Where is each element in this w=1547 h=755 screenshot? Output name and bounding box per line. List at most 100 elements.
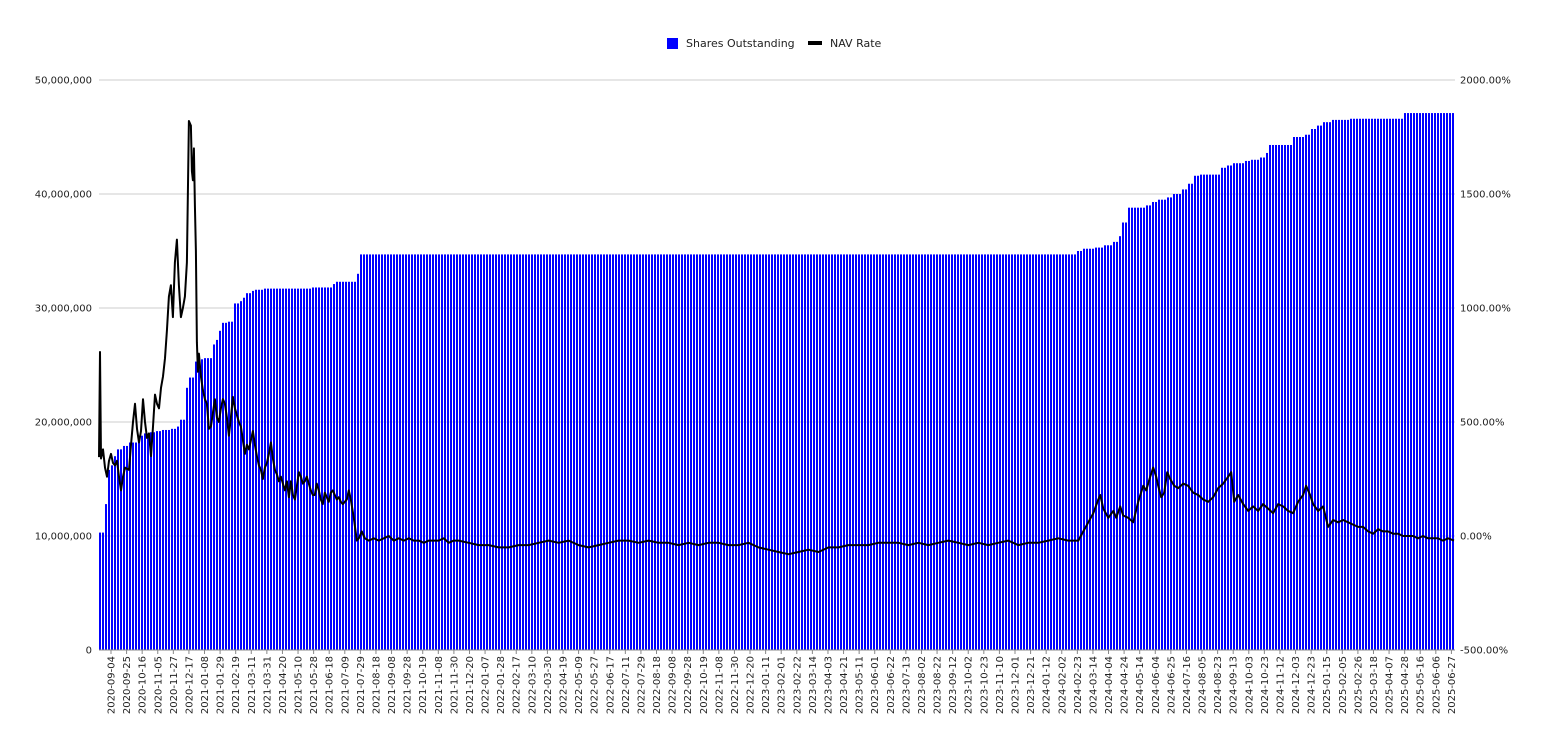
shares-bar xyxy=(753,254,755,651)
shares-bar xyxy=(801,254,803,651)
right-axis-tick-label: -500.00% xyxy=(1460,646,1508,657)
shares-bar xyxy=(426,254,428,651)
shares-bar xyxy=(156,431,158,650)
shares-bar xyxy=(471,254,473,651)
shares-bar xyxy=(303,288,305,650)
shares-bar xyxy=(615,254,617,651)
shares-bar xyxy=(717,254,719,651)
shares-bar xyxy=(1422,113,1424,650)
shares-bar xyxy=(126,445,128,650)
shares-bar xyxy=(1209,174,1211,650)
shares-bar xyxy=(1026,254,1028,651)
shares-bar xyxy=(1446,113,1448,650)
shares-bar xyxy=(489,254,491,651)
shares-bar xyxy=(1356,118,1358,650)
shares-bar xyxy=(1371,118,1373,650)
shares-bar xyxy=(924,254,926,651)
shares-bar xyxy=(1002,254,1004,651)
shares-bar xyxy=(336,281,338,650)
shares-bar xyxy=(114,456,116,650)
left-axis-tick-label: 50,000,000 xyxy=(35,76,92,87)
shares-bar xyxy=(294,288,296,650)
shares-bar xyxy=(165,429,167,650)
shares-bar xyxy=(108,469,110,650)
shares-bar xyxy=(693,254,695,651)
shares-bar xyxy=(981,254,983,651)
shares-bar xyxy=(891,254,893,651)
shares-bar xyxy=(123,445,125,650)
shares-bar xyxy=(237,303,239,650)
shares-bar xyxy=(1347,119,1349,650)
shares-bar xyxy=(1251,159,1253,651)
shares-bar xyxy=(987,254,989,651)
shares-bar xyxy=(393,254,395,651)
shares-bar xyxy=(324,287,326,650)
shares-bar xyxy=(813,254,815,651)
shares-bars xyxy=(99,113,1454,651)
shares-bar xyxy=(327,287,329,650)
x-axis-tick-label: 2022-10-19 xyxy=(699,656,710,714)
shares-bar xyxy=(432,254,434,651)
shares-bar xyxy=(1221,167,1223,650)
shares-bar xyxy=(531,254,533,651)
shares-bar xyxy=(1389,118,1391,650)
shares-bar xyxy=(675,254,677,651)
shares-bar xyxy=(546,254,548,651)
shares-bar xyxy=(1011,254,1013,651)
shares-bar xyxy=(138,435,140,650)
shares-bar xyxy=(1404,113,1406,650)
shares-bar xyxy=(1296,137,1298,650)
x-axis-tick-label: 2024-12-03 xyxy=(1291,656,1302,714)
shares-bar xyxy=(894,254,896,651)
shares-bar xyxy=(207,358,209,650)
shares-bar xyxy=(714,254,716,651)
shares-bar xyxy=(690,254,692,651)
shares-bar xyxy=(540,254,542,651)
shares-bar xyxy=(864,254,866,651)
x-axis-tick-label: 2020-09-04 xyxy=(107,656,118,714)
x-axis-tick-label: 2021-07-29 xyxy=(356,656,367,714)
shares-bar xyxy=(555,254,557,651)
shares-bar xyxy=(870,254,872,651)
x-axis-tick-label: 2023-06-01 xyxy=(870,656,881,714)
shares-bar xyxy=(1176,194,1178,650)
shares-bar xyxy=(198,359,200,650)
shares-bar xyxy=(1266,152,1268,650)
shares-bar xyxy=(1068,254,1070,651)
shares-bar xyxy=(588,254,590,651)
shares-bar xyxy=(1335,119,1337,650)
shares-bar xyxy=(1137,207,1139,650)
left-axis-tick-label: 0 xyxy=(86,646,92,657)
shares-bar xyxy=(132,442,134,650)
shares-bar xyxy=(735,254,737,651)
shares-bar xyxy=(1038,254,1040,651)
shares-bar xyxy=(837,254,839,651)
shares-bar xyxy=(483,254,485,651)
shares-bar xyxy=(246,293,248,650)
shares-bar xyxy=(1278,144,1280,651)
shares-bar xyxy=(219,330,221,650)
shares-bar xyxy=(282,288,284,650)
shares-bar xyxy=(1308,134,1310,651)
x-axis-tick-label: 2021-11-30 xyxy=(449,656,460,714)
shares-bar xyxy=(1428,113,1430,650)
shares-bar xyxy=(921,254,923,651)
shares-bar xyxy=(1293,137,1295,650)
shares-bar xyxy=(900,254,902,651)
shares-bar xyxy=(984,254,986,651)
shares-bar xyxy=(1032,254,1034,651)
shares-bar xyxy=(438,254,440,651)
shares-bar xyxy=(915,254,917,651)
shares-bar xyxy=(729,254,731,651)
x-axis-tick-label: 2021-03-31 xyxy=(262,656,273,714)
shares-bar xyxy=(270,288,272,650)
shares-bar xyxy=(711,254,713,651)
shares-bar xyxy=(846,254,848,651)
shares-bar xyxy=(423,254,425,651)
shares-bar xyxy=(963,254,965,651)
shares-bar xyxy=(810,254,812,651)
shares-bar xyxy=(777,254,779,651)
shares-bar xyxy=(1260,157,1262,650)
shares-bar xyxy=(861,254,863,651)
shares-bar xyxy=(1179,194,1181,650)
